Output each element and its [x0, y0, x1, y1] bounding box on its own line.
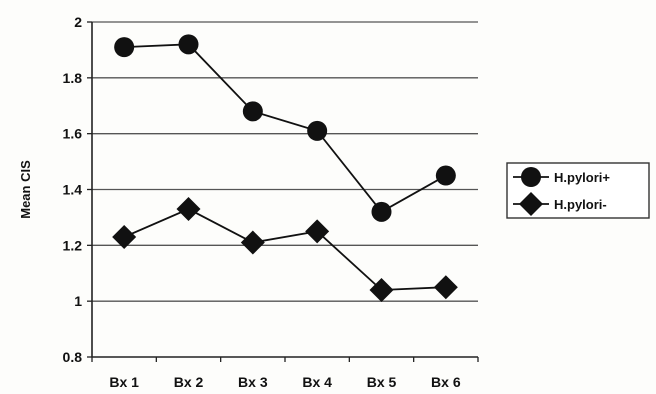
data-point	[435, 165, 456, 186]
legend-label: H.pylori-	[554, 197, 607, 212]
x-tick-label: Bx 6	[431, 374, 461, 390]
data-point	[371, 201, 392, 222]
x-tick-label: Bx 3	[238, 374, 268, 390]
y-tick-label: 2	[74, 14, 82, 30]
data-point	[433, 275, 458, 300]
x-tick-label: Bx 2	[174, 374, 204, 390]
x-tick-labels: Bx 1 Bx 2 Bx 3 Bx 4 Bx 5 Bx 6	[109, 374, 460, 390]
y-tick-label: 1	[74, 293, 82, 309]
data-point	[114, 37, 135, 58]
data-point	[242, 101, 263, 122]
series-line	[124, 43, 447, 213]
series-layer	[112, 34, 458, 302]
y-tick-label: 0.8	[63, 349, 83, 365]
x-tick-label: Bx 1	[109, 374, 139, 390]
series-circle	[114, 34, 456, 222]
x-tick-label: Bx 5	[367, 374, 397, 390]
y-tick-label: 1.2	[63, 237, 83, 253]
legend-marker-circle	[521, 167, 541, 187]
data-point	[369, 278, 394, 302]
legend: H.pylori+ H.pylori-	[506, 162, 650, 219]
data-point	[178, 34, 199, 55]
data-point	[240, 230, 265, 255]
legend-marker-diamond	[519, 192, 543, 216]
x-tick-label: Bx 4	[302, 374, 332, 390]
y-tick-labels: 0.8 1 1.2 1.4 1.6 1.8 2	[63, 14, 83, 365]
grid-lines	[87, 21, 478, 358]
series-diamond	[112, 197, 458, 302]
y-tick-label: 1.4	[63, 182, 83, 198]
data-point	[176, 197, 201, 222]
y-tick-label: 1.8	[63, 70, 83, 86]
y-axis-title: Mean CIS	[18, 160, 33, 219]
legend-label: H.pylori+	[554, 170, 610, 185]
data-point	[112, 224, 137, 249]
y-tick-label: 1.6	[63, 126, 83, 142]
data-point	[307, 120, 328, 141]
axes	[91, 22, 479, 362]
data-point	[305, 219, 330, 244]
series-line	[123, 208, 446, 291]
